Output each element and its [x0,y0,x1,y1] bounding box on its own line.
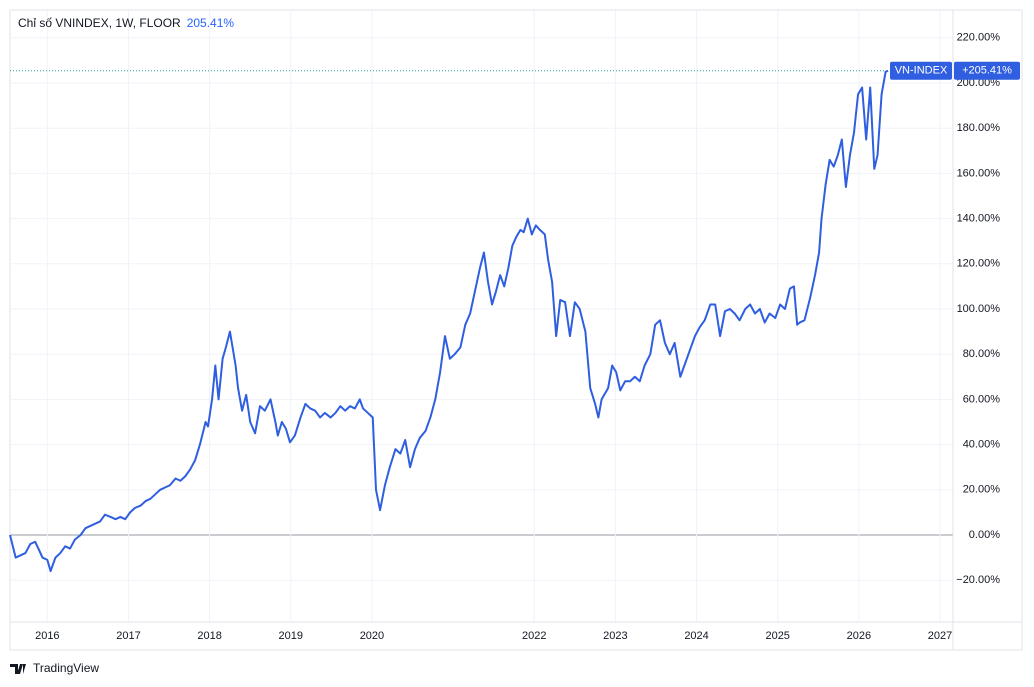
frame [9,9,1023,651]
x-tick-label: 2017 [116,630,140,642]
x-tick-label: 2020 [360,630,384,642]
x-tick-label: 2027 [928,630,952,642]
x-tick-label: 2023 [603,630,627,642]
x-tick-label: 2016 [35,630,59,642]
logo-icon [10,664,26,674]
x-tick-label: 2026 [847,630,871,642]
header-title: Chỉ số VNINDEX, 1W, FLOOR [18,16,181,30]
y-tick-label: 200.00% [957,77,1001,89]
y-tick-label: 60.00% [963,393,1001,405]
series-name: VN-INDEX [895,65,948,77]
x-tick-label: 2019 [279,630,303,642]
x-tick-label: 2024 [684,630,708,642]
x-tick-label: 2025 [765,630,789,642]
last-value-badge [954,61,1020,80]
y-tick-label: 120.00% [957,258,1001,270]
x-tick-label: 2018 [197,630,221,642]
y-tick-label: 20.00% [963,484,1001,496]
y-tick-label: 80.00% [963,348,1001,360]
y-tick-label: −20.00% [956,574,1000,586]
y-tick-label: 40.00% [963,438,1001,450]
y-tick-label: 100.00% [957,303,1001,315]
price-line [9,69,889,573]
y-tick-label: 160.00% [957,167,1001,179]
series-name-badge [890,61,952,80]
header-value: 205.41% [187,16,235,30]
y-tick-label: 140.00% [957,213,1001,225]
footer-text: TradingView [33,661,99,675]
grid [10,10,953,622]
last-value-label: +205.41% [962,65,1012,77]
plot [9,69,889,573]
y-tick-label: 220.00% [957,32,1001,44]
tradingview-logo: TradingView [10,661,99,675]
y-tick-label: 180.00% [957,122,1001,134]
x-tick-label: 2022 [522,630,546,642]
y-tick-label: 0.00% [969,529,1000,541]
